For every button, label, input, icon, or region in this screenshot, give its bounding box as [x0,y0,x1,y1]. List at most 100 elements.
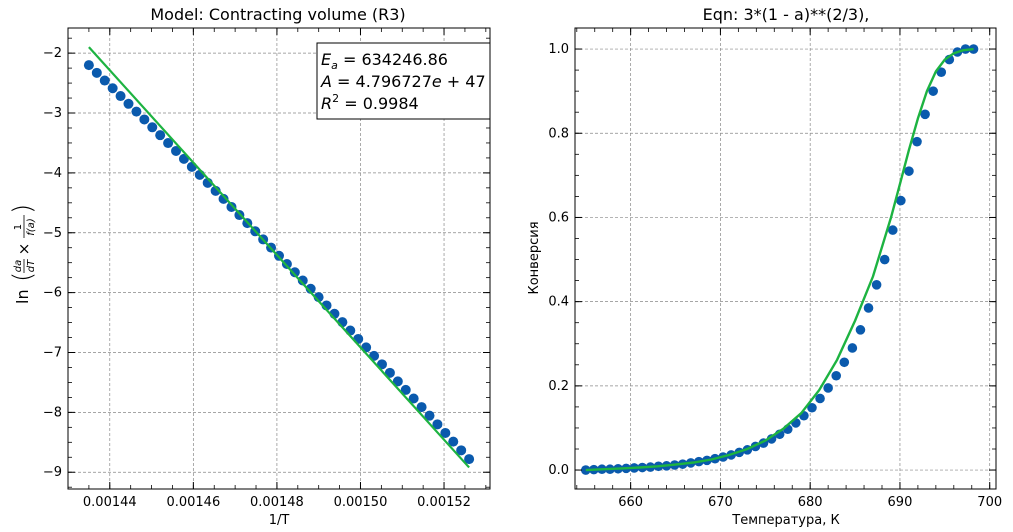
right-data-point [871,280,882,290]
right-data-point [815,393,825,404]
right-data-point [823,383,833,393]
y-tick-label: −5 [43,226,62,241]
fit-parameters-box: Ea = 634246.86 A = 4.796727e + 47 R2 = 0… [316,42,491,120]
right-data-point [863,303,874,313]
ylabel-da: da [13,260,24,272]
ylabel-close-paren: ) [8,204,38,214]
right-data-point [936,67,947,78]
x-tick-label: 690 [888,495,913,510]
left-data-point [99,75,110,86]
x-tick-label: 660 [618,495,643,510]
y-tick-label: −6 [43,286,62,301]
x-tick-label: 680 [798,495,823,510]
left-data-point [115,91,126,102]
x-tick-label: 0.00148 [250,495,304,510]
x-tick-label: 700 [977,495,1002,510]
a-text: A = 4.796727e + 47 [320,72,486,91]
left-data-point [210,185,221,196]
right-chart-title: Eqn: 3*(1 - a)**(2/3), [703,5,870,24]
y-tick-label: −4 [43,166,62,181]
right-x-axis-label: Температура, К [731,513,839,528]
y-tick-label: 0.0 [548,463,569,478]
y-tick-label: −8 [43,405,62,420]
right-data-point [920,109,930,120]
left-data-point [131,106,142,117]
right-y-tick-labels: 0.0 0.2 0.4 0.6 0.8 1.0 [548,42,569,478]
left-x-tick-labels: 0.00144 0.00146 0.00148 0.00150 0.00152 [83,495,471,510]
left-data-point [171,145,182,156]
right-data-point [831,370,842,381]
x-tick-label: 0.00144 [83,495,137,510]
left-data-point [289,267,300,278]
left-data-point [107,83,118,94]
left-fit-line [88,46,470,469]
left-data-point [440,427,451,438]
right-y-axis-label: Конверсия [527,221,542,294]
right-data-point [904,166,914,176]
right-data-point [912,136,922,147]
x-tick-label: 0.00146 [166,495,220,510]
left-data-point [139,114,150,125]
y-tick-label: 0.2 [548,379,569,394]
right-data-point [807,402,817,413]
r2-text: R2 = 0.9984 [321,92,419,113]
y-tick-label: −3 [43,106,62,121]
right-series [580,44,979,475]
left-data-point [163,138,174,149]
right-data-point [839,357,850,368]
right-gridlines [575,28,996,489]
ylabel-dT: dT [26,259,37,272]
left-data-point [297,275,308,286]
right-x-tick-labels: 660 670 680 690 700 [618,495,1002,510]
y-tick-label: −9 [43,465,62,480]
left-data-point [456,445,467,456]
left-data-point [83,60,94,71]
left-y-axis-label: ln ( da dT × 1 f(a) ) [8,204,38,304]
left-data-point [464,454,475,465]
y-tick-label: −7 [43,345,62,360]
right-axis-ticks [575,28,996,489]
y-tick-label: 1.0 [548,42,569,57]
left-series [83,46,475,469]
right-data-point [847,343,858,353]
right-data-point [879,254,890,265]
right-data-point [766,434,777,444]
right-data-point [887,225,898,235]
y-tick-label: −2 [43,46,62,61]
left-data-point [424,410,435,421]
y-tick-label: 0.4 [548,295,569,310]
right-data-point [896,195,906,206]
left-data-point [226,201,237,212]
left-data-point [392,376,403,387]
fit-parameters-frame [316,42,491,120]
right-data-point [928,86,938,96]
right-fit-curve [585,47,974,472]
left-data-point [416,402,427,413]
ea-text: Ea = 634246.86 [321,50,448,72]
left-data-point [448,436,459,447]
left-data-point [147,122,158,133]
left-y-tick-labels: −2 −3 −4 −5 −6 −7 −8 −9 [43,46,62,480]
left-data-point [91,67,102,78]
x-tick-label: 0.00150 [334,495,388,510]
y-tick-label: 0.6 [548,210,569,225]
x-tick-label: 0.00152 [417,495,471,510]
right-data-point [855,325,866,335]
left-data-point [432,419,443,430]
left-data-point [305,283,316,294]
left-data-point [408,393,419,404]
x-tick-label: 670 [708,495,733,510]
left-plot-frame [67,27,491,490]
ylabel-fa: f(a) [26,218,37,235]
ylabel-open-paren: ( [8,272,38,282]
left-chart-panel: Model: Contracting volume (R3) 0.00144 0.… [8,5,491,528]
right-chart-panel: Eqn: 3*(1 - a)**(2/3), 660 670 680 690 700 0… [527,5,1002,528]
left-data-point [281,259,292,270]
ylabel-one: 1 [13,224,24,230]
left-data-point [155,130,166,141]
y-tick-label: 0.8 [548,126,569,141]
left-data-point [123,98,134,109]
left-data-point [345,325,356,336]
left-x-axis-label: 1/T [269,513,290,528]
